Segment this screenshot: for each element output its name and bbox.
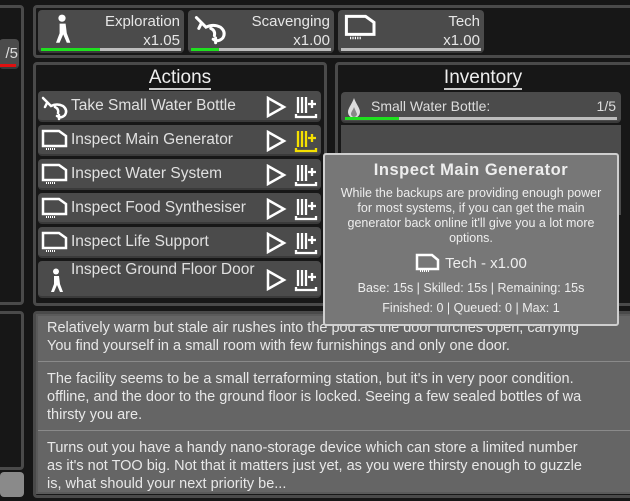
tooltip-counts: Finished: 0 | Queued: 0 | Max: 1 bbox=[382, 301, 560, 315]
grabbing-hand-icon bbox=[194, 14, 230, 51]
left-button[interactable] bbox=[0, 472, 24, 497]
play-icon[interactable] bbox=[265, 197, 287, 220]
skill-multiplier: x1.05 bbox=[143, 32, 180, 49]
left-item[interactable]: /5 bbox=[0, 39, 19, 69]
inventory-item-count: 1/5 bbox=[596, 98, 616, 114]
inventory-item[interactable]: Small Water Bottle: 1/5 bbox=[341, 92, 621, 123]
play-icon[interactable] bbox=[265, 268, 287, 291]
left-item-bar bbox=[0, 64, 16, 67]
play-icon[interactable] bbox=[265, 129, 287, 152]
water-drop-icon bbox=[348, 98, 360, 118]
action-row[interactable]: Inspect Main Generator bbox=[38, 125, 321, 156]
play-icon[interactable] bbox=[265, 231, 287, 254]
message-log[interactable]: Relatively warm but stale air rushes int… bbox=[36, 314, 630, 494]
action-row[interactable]: Take Small Water Bottle bbox=[38, 91, 321, 122]
add-to-queue-icon[interactable] bbox=[294, 268, 318, 292]
action-label: Inspect Ground Floor Door bbox=[71, 261, 255, 278]
chip-icon bbox=[41, 197, 68, 224]
tooltip-skill: Tech - x1.00 bbox=[325, 253, 617, 273]
skill-multiplier: x1.00 bbox=[443, 32, 480, 49]
inventory-title: Inventory bbox=[443, 67, 523, 90]
skill-multiplier: x1.00 bbox=[293, 32, 330, 49]
skill-scavenging[interactable]: Scavenging x1.00 bbox=[188, 10, 334, 53]
left-lower-panel bbox=[0, 311, 24, 470]
action-row[interactable]: Inspect Ground Floor Door bbox=[38, 261, 321, 298]
tooltip-title: Inspect Main Generator bbox=[373, 161, 569, 179]
action-tooltip: Inspect Main Generator While the backups… bbox=[323, 153, 619, 326]
inventory-item-name: Small Water Bottle: bbox=[371, 98, 491, 114]
left-item-count: /5 bbox=[5, 45, 18, 62]
skill-name: Scavenging bbox=[251, 13, 330, 30]
actions-title: Actions bbox=[148, 67, 212, 90]
walking-person-icon bbox=[46, 268, 66, 299]
chip-icon bbox=[344, 14, 376, 46]
log-entry: The facility seems to be a small terrafo… bbox=[38, 362, 630, 431]
chip-icon bbox=[41, 129, 68, 156]
chip-icon bbox=[41, 163, 68, 190]
action-label: Inspect Life Support bbox=[71, 233, 209, 250]
skill-progress-bar bbox=[41, 48, 181, 51]
chip-icon bbox=[41, 231, 68, 258]
grabbing-hand-icon bbox=[41, 95, 71, 126]
skill-progress-bar bbox=[191, 48, 331, 51]
skill-exploration[interactable]: Exploration x1.05 bbox=[38, 10, 184, 53]
add-to-queue-icon[interactable] bbox=[294, 163, 318, 187]
play-icon[interactable] bbox=[265, 163, 287, 186]
action-row[interactable]: Inspect Life Support bbox=[38, 227, 321, 258]
add-to-queue-icon[interactable] bbox=[294, 197, 318, 221]
skills-panel: Exploration x1.05 Scavenging x1.00 Tech … bbox=[33, 5, 630, 58]
action-label: Inspect Water System bbox=[71, 165, 223, 182]
action-label: Take Small Water Bottle bbox=[71, 97, 236, 114]
chip-icon bbox=[415, 253, 440, 272]
action-label: Inspect Main Generator bbox=[71, 131, 233, 148]
inventory-item-bar bbox=[345, 117, 617, 120]
skill-name: Exploration bbox=[104, 13, 180, 30]
log-entry: Turns out you have a handy nano-storage … bbox=[38, 431, 630, 492]
add-to-queue-icon[interactable] bbox=[294, 95, 318, 119]
skill-tech[interactable]: Tech x1.00 bbox=[338, 10, 484, 53]
action-row[interactable]: Inspect Food Synthesiser bbox=[38, 193, 321, 224]
add-to-queue-icon[interactable] bbox=[294, 231, 318, 255]
action-label: Inspect Food Synthesiser bbox=[71, 199, 246, 216]
left-panel: /5 bbox=[0, 5, 24, 305]
tooltip-description: While the backups are providing enough p… bbox=[340, 186, 602, 245]
action-row[interactable]: Inspect Water System bbox=[38, 159, 321, 190]
play-icon[interactable] bbox=[265, 95, 287, 118]
skill-progress-bar bbox=[341, 48, 481, 51]
actions-panel: Actions Take Small Water Bottle Inspect … bbox=[33, 62, 327, 306]
tooltip-timing: Base: 15s | Skilled: 15s | Remaining: 15… bbox=[357, 281, 585, 295]
skill-name: Tech bbox=[448, 13, 480, 30]
add-to-queue-icon[interactable] bbox=[294, 129, 318, 153]
walking-person-icon bbox=[50, 14, 74, 51]
